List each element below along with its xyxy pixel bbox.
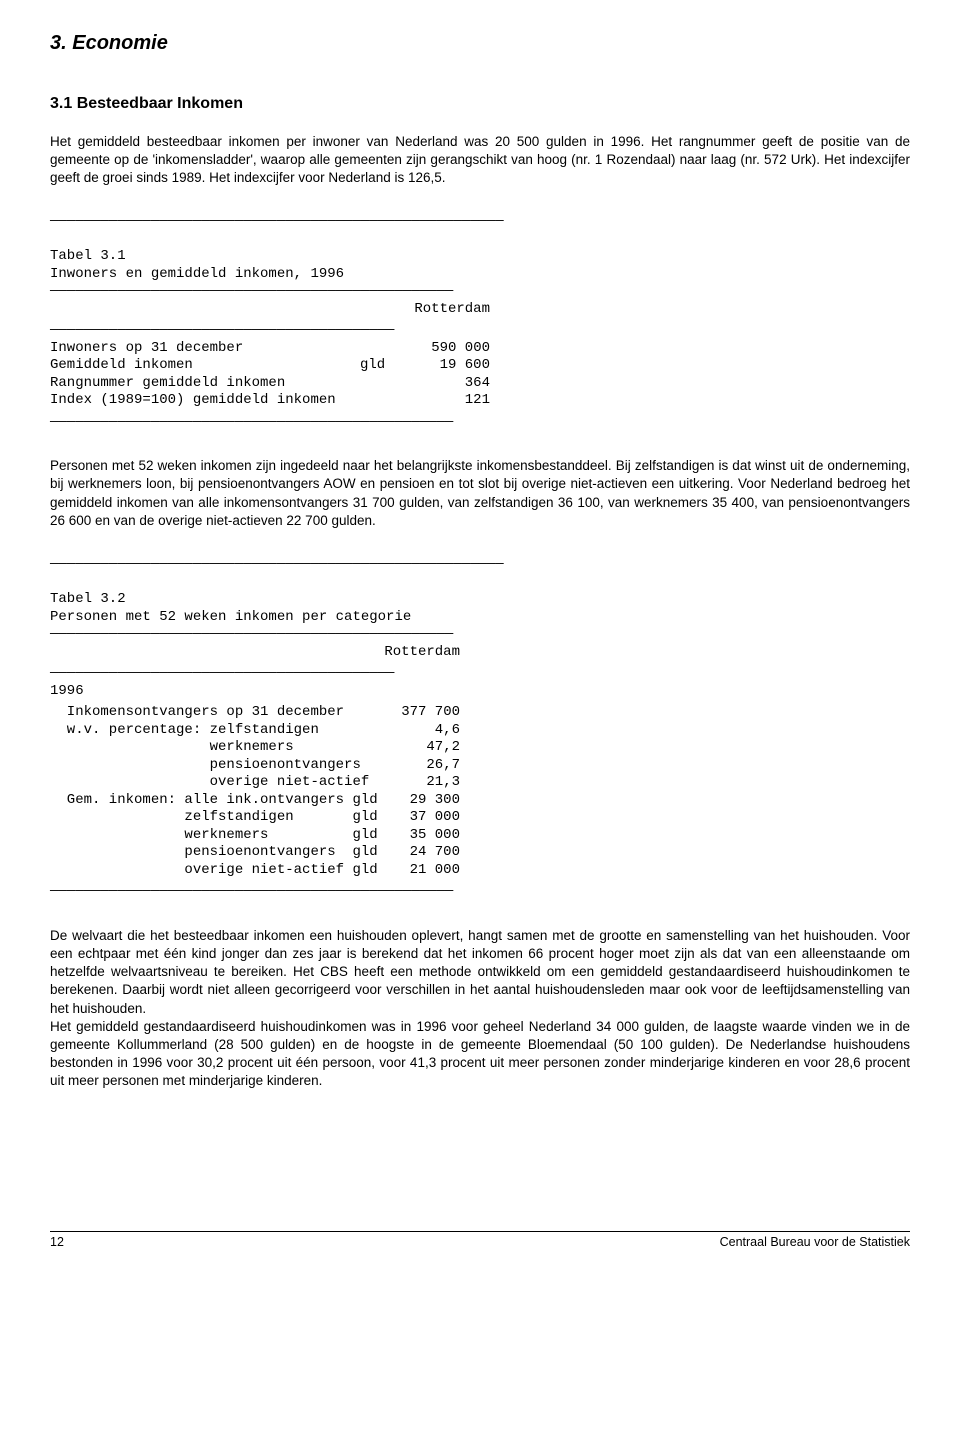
row-value: 29 300 [380, 792, 460, 810]
row-label: Inwoners op 31 december [50, 340, 360, 358]
table-body: Inwoners op 31 december590 000Gemiddeld … [50, 340, 490, 410]
table-body: 1996 [50, 683, 460, 701]
table-row: werknemers47,2 [50, 739, 460, 757]
table-rule: ————————————————————————————————————————… [50, 665, 910, 683]
row-value: 21,3 [380, 774, 460, 792]
column-header: Rotterdam [410, 301, 490, 319]
row-value: 37 000 [380, 809, 460, 827]
table-row: zelfstandigen gld37 000 [50, 809, 460, 827]
row-label: overige niet-actief [50, 774, 380, 792]
row-value: 4,6 [380, 722, 460, 740]
row-label: pensioenontvangers gld [50, 844, 380, 862]
table-rule: ————————————————————————————————————————… [50, 414, 910, 432]
table-rule: ————————————————————————————————————————… [50, 883, 910, 901]
row-label: Inkomensontvangers op 31 december [50, 704, 380, 722]
row-label: w.v. percentage: zelfstandigen [50, 722, 380, 740]
row-label: overige niet-actief gld [50, 862, 380, 880]
table-row: pensioenontvangers26,7 [50, 757, 460, 775]
footer-source: Centraal Bureau voor de Statistiek [720, 1234, 910, 1251]
page-footer: 12 Centraal Bureau voor de Statistiek [50, 1231, 910, 1251]
table-row: Rangnummer gemiddeld inkomen 364 [50, 375, 490, 393]
table-rule: ————————————————————————————————————————… [50, 626, 910, 644]
row-value: 377 700 [380, 704, 460, 722]
row-unit [360, 392, 410, 410]
section-title: 3. Economie [50, 30, 910, 57]
table-row: pensioenontvangers gld24 700 [50, 844, 460, 862]
body-paragraph: Het gemiddeld gestandaardiseerd huishoud… [50, 1018, 910, 1091]
row-value: 35 000 [380, 827, 460, 845]
table-row: Gem. inkomen: alle ink.ontvangers gld29 … [50, 792, 460, 810]
row-label: werknemers [50, 739, 380, 757]
row-value: 590 000 [410, 340, 490, 358]
table-row: w.v. percentage: zelfstandigen4,6 [50, 722, 460, 740]
row-unit: gld [360, 357, 410, 375]
row-value: 19 600 [410, 357, 490, 375]
subsection-title: 3.1 Besteedbaar Inkomen [50, 93, 910, 115]
table-row: Inwoners op 31 december 590 000 [50, 340, 490, 358]
row-value: 47,2 [380, 739, 460, 757]
row-unit [360, 375, 410, 393]
table-caption-number: Tabel 3.2 [50, 591, 126, 607]
row-value: 26,7 [380, 757, 460, 775]
intro-paragraph: Het gemiddeld besteedbaar inkomen per in… [50, 133, 910, 188]
table-rule: ————————————————————————————————————————… [50, 556, 910, 574]
row-label: zelfstandigen gld [50, 809, 380, 827]
table-header-row: Rotterdam [50, 644, 460, 662]
table-body: Inkomensontvangers op 31 december377 700… [50, 704, 460, 879]
row-unit [360, 340, 410, 358]
table-rule: ————————————————————————————————————————… [50, 322, 910, 340]
table-row: Gemiddeld inkomengld19 600 [50, 357, 490, 375]
row-value: 121 [410, 392, 490, 410]
row-label: pensioenontvangers [50, 757, 380, 775]
table-rule: ————————————————————————————————————————… [50, 213, 910, 231]
row-value: 364 [410, 375, 490, 393]
row-label: Rangnummer gemiddeld inkomen [50, 375, 360, 393]
table-row: overige niet-actief gld21 000 [50, 862, 460, 880]
table-row: Index (1989=100) gemiddeld inkomen 121 [50, 392, 490, 410]
table-3-2: ————————————————————————————————————————… [50, 556, 910, 901]
column-header: Rotterdam [380, 644, 460, 662]
table-row: werknemers gld35 000 [50, 827, 460, 845]
page-number: 12 [50, 1234, 64, 1251]
year-label: 1996 [50, 683, 380, 701]
row-label: Gem. inkomen: alle ink.ontvangers gld [50, 792, 380, 810]
row-value: 24 700 [380, 844, 460, 862]
table-caption-number: Tabel 3.1 [50, 248, 126, 264]
table-header-row: Rotterdam [50, 301, 490, 319]
table-caption-text: Inwoners en gemiddeld inkomen, 1996 [50, 266, 344, 282]
table-rule: ————————————————————————————————————————… [50, 283, 910, 301]
table-caption-text: Personen met 52 weken inkomen per catego… [50, 609, 411, 625]
table-row: Inkomensontvangers op 31 december377 700 [50, 704, 460, 722]
row-label: Gemiddeld inkomen [50, 357, 360, 375]
row-value: 21 000 [380, 862, 460, 880]
body-paragraph: Personen met 52 weken inkomen zijn inged… [50, 457, 910, 530]
table-row: overige niet-actief21,3 [50, 774, 460, 792]
body-paragraph: De welvaart die het besteedbaar inkomen … [50, 927, 910, 1018]
table-3-1: ————————————————————————————————————————… [50, 213, 910, 431]
row-label: Index (1989=100) gemiddeld inkomen [50, 392, 360, 410]
row-label: werknemers gld [50, 827, 380, 845]
